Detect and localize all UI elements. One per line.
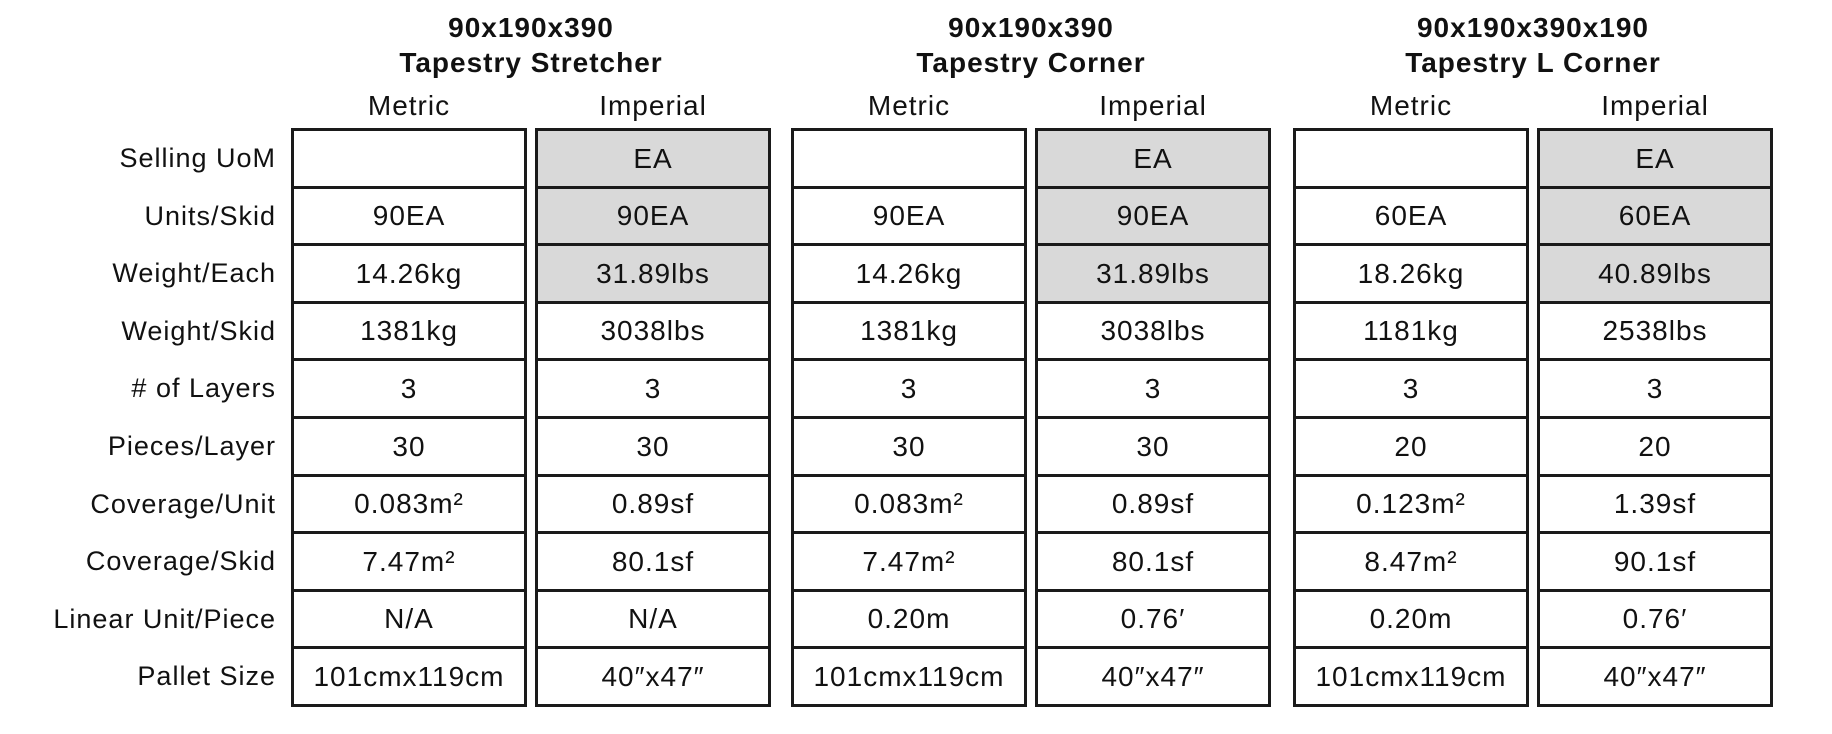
row-label: Linear Unit/Piece <box>53 603 276 634</box>
table-cell: 101cmx119cm <box>1293 646 1529 708</box>
column-header: Metric <box>867 90 951 121</box>
table-cell: N/A <box>535 588 771 650</box>
table-cell: 40″x47″ <box>1035 646 1271 708</box>
table-cell: 1.39sf <box>1537 473 1773 535</box>
table-cell: 60EA <box>1293 185 1529 247</box>
table-cell: 0.89sf <box>1035 473 1271 535</box>
table-cell: 3 <box>1035 358 1271 420</box>
table-cell: EA <box>535 128 771 190</box>
table-cell: 3 <box>291 358 527 420</box>
table-cell: 7.47m² <box>291 531 527 593</box>
table-cell <box>791 128 1027 190</box>
table-cell: 40″x47″ <box>535 646 771 708</box>
table-cell: 90EA <box>535 185 771 247</box>
table-cell: 40″x47″ <box>1537 646 1773 708</box>
table-cell: 20 <box>1293 416 1529 478</box>
table-cell: 0.083m² <box>291 473 527 535</box>
table-cell: 0.20m <box>1293 588 1529 650</box>
row-label: Pallet Size <box>137 661 276 692</box>
table-cell: 3038lbs <box>1035 300 1271 362</box>
group-title: 90x190x390 <box>448 12 614 43</box>
table-cell: 90EA <box>791 185 1027 247</box>
table-cell: 14.26kg <box>291 243 527 305</box>
table-cell: 3 <box>535 358 771 420</box>
table-cell: 0.20m <box>791 588 1027 650</box>
table-cell: 90EA <box>1035 185 1271 247</box>
table-cell: 30 <box>791 416 1027 478</box>
table-cell: 40.89lbs <box>1537 243 1773 305</box>
table-cell: 1381kg <box>791 300 1027 362</box>
table-cell: 3 <box>791 358 1027 420</box>
table-cell: 90.1sf <box>1537 531 1773 593</box>
table-cell: 3 <box>1293 358 1529 420</box>
table-cell <box>291 128 527 190</box>
table-cell: 80.1sf <box>1035 531 1271 593</box>
table-cell: 31.89lbs <box>535 243 771 305</box>
table-cell: 0.76′ <box>1035 588 1271 650</box>
table-cell: 31.89lbs <box>1035 243 1271 305</box>
table-cell: 60EA <box>1537 185 1773 247</box>
column-header: Imperial <box>1099 90 1207 121</box>
group-title: Tapestry Corner <box>916 47 1146 78</box>
table-cell: 30 <box>1035 416 1271 478</box>
table-cell: 0.89sf <box>535 473 771 535</box>
row-label: Units/Skid <box>144 200 276 231</box>
table-cell: 0.083m² <box>791 473 1027 535</box>
table-cell: 101cmx119cm <box>291 646 527 708</box>
table-cell: 0.123m² <box>1293 473 1529 535</box>
table-cell: 18.26kg <box>1293 243 1529 305</box>
group-title: Tapestry Stretcher <box>399 47 663 78</box>
table-cell: 3 <box>1537 358 1773 420</box>
row-label: Pieces/Layer <box>107 431 276 461</box>
table-cell: 30 <box>291 416 527 478</box>
table-cell: 20 <box>1537 416 1773 478</box>
group-title: 90x190x390x190 <box>1416 12 1649 43</box>
table-cell: N/A <box>291 588 527 650</box>
table-cell: 30 <box>535 416 771 478</box>
table-cell: 1181kg <box>1293 300 1529 362</box>
table-cell: 90EA <box>291 185 527 247</box>
column-header: Imperial <box>599 90 707 121</box>
table-cell: 14.26kg <box>791 243 1027 305</box>
table-cell: 7.47m² <box>791 531 1027 593</box>
row-label: Coverage/Unit <box>90 488 276 519</box>
table-cell: 101cmx119cm <box>791 646 1027 708</box>
group-title: Tapestry L Corner <box>1405 47 1661 78</box>
row-label: Coverage/Skid <box>85 546 276 577</box>
group-title: 90x190x390 <box>948 12 1114 43</box>
table-cell: 1381kg <box>291 300 527 362</box>
table-cell: 2538lbs <box>1537 300 1773 362</box>
table-cell: 8.47m² <box>1293 531 1529 593</box>
row-label: # of Layers <box>131 373 276 404</box>
table-cell <box>1293 128 1529 190</box>
row-label: Weight/Each <box>112 258 276 289</box>
column-header: Imperial <box>1601 90 1709 121</box>
column-header: Metric <box>1369 90 1453 121</box>
table-cell: 0.76′ <box>1537 588 1773 650</box>
column-header: Metric <box>367 90 451 121</box>
table-cell: EA <box>1537 128 1773 190</box>
table-cell: 3038lbs <box>535 300 771 362</box>
table-cell: EA <box>1035 128 1271 190</box>
table-cell: 80.1sf <box>535 531 771 593</box>
row-label: Weight/Skid <box>121 315 276 346</box>
row-label: Selling UoM <box>119 143 276 173</box>
